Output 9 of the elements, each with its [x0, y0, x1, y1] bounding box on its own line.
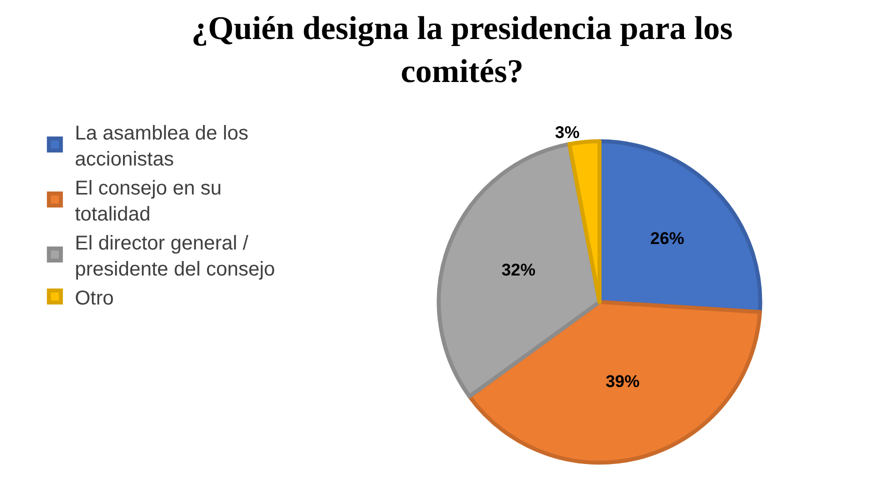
legend-label: El consejo en su totalidad	[74, 177, 222, 226]
legend-label: Otro	[74, 287, 114, 310]
data-label: 3%	[555, 123, 580, 142]
chart-title: ¿Quién designa la presidencia para los comités?	[192, 10, 733, 90]
data-label: 39%	[606, 372, 640, 391]
data-label: 26%	[650, 228, 684, 248]
legend-label: El director general / presidente del consejo	[74, 232, 276, 280]
legend-label: La asamblea de los accionistas	[74, 122, 248, 170]
data-label: 32%	[501, 260, 536, 280]
